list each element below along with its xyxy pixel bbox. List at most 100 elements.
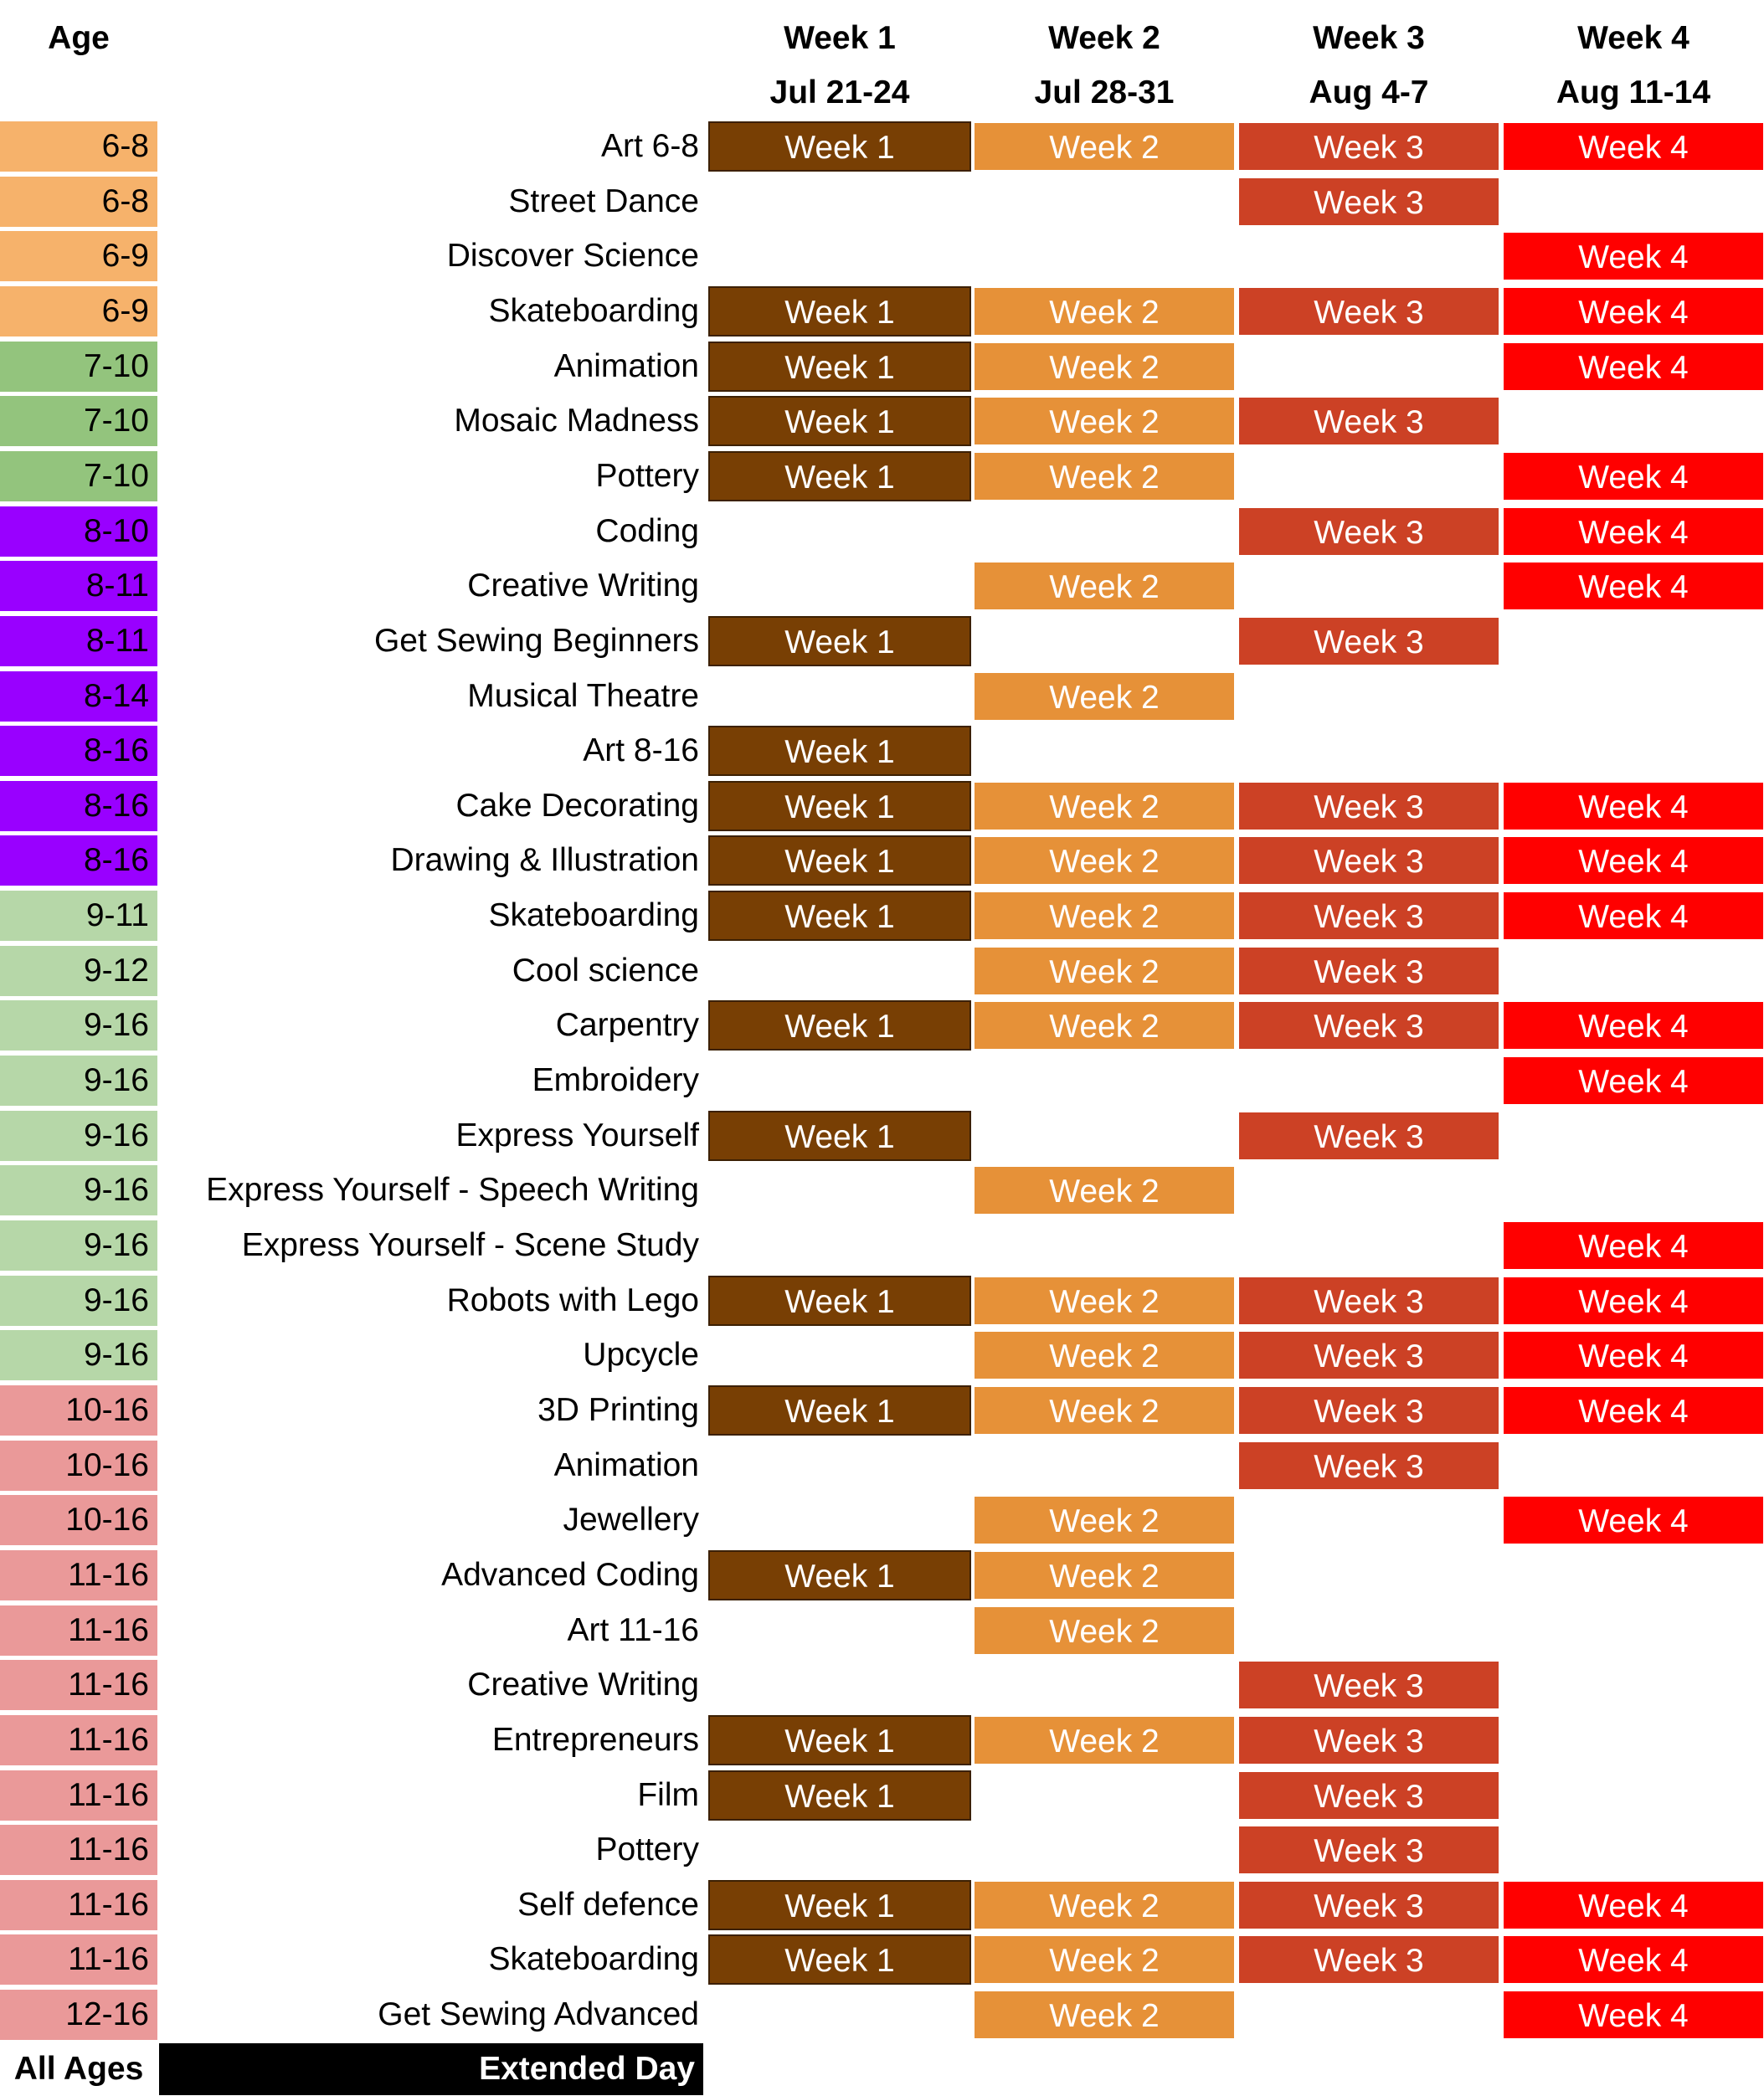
course-name: 3D Printing xyxy=(537,1392,699,1428)
week-4-cell: Week 4 xyxy=(1502,121,1764,172)
age-cell: 9-16 xyxy=(0,1000,157,1051)
week-1-cell: Week 1 xyxy=(708,121,971,172)
age-cell: 11-16 xyxy=(0,1715,157,1765)
week-2-cell: Week 2 xyxy=(973,1605,1236,1656)
week-4-cell: Week 4 xyxy=(1502,1220,1764,1271)
week-2-cell: Week 2 xyxy=(973,1276,1236,1326)
week-3-cell: Week 3 xyxy=(1237,781,1500,831)
week-4-cell: Week 4 xyxy=(1502,781,1764,831)
week-1-header: Week 1 xyxy=(784,20,896,56)
week-2-cell: Week 2 xyxy=(973,1715,1236,1765)
age-cell: 7-10 xyxy=(0,451,157,501)
week-3-cell: Week 3 xyxy=(1237,1660,1500,1710)
week-1-cell: Week 1 xyxy=(708,1276,971,1326)
course-name: Express Yourself - Speech Writing xyxy=(206,1172,699,1208)
course-name: Advanced Coding xyxy=(441,1557,699,1593)
week-2-cell: Week 2 xyxy=(973,1385,1236,1436)
week-1-cell: Week 1 xyxy=(708,286,971,336)
week-3-cell: Week 3 xyxy=(1237,1770,1500,1821)
week-4-cell: Week 4 xyxy=(1502,835,1764,886)
week-4-cell: Week 4 xyxy=(1502,561,1764,611)
week-2-cell: Week 2 xyxy=(973,1880,1236,1930)
course-name: Skateboarding xyxy=(488,1941,699,1977)
age-cell: 9-16 xyxy=(0,1111,157,1161)
course-name: Skateboarding xyxy=(488,897,699,933)
week-3-cell: Week 3 xyxy=(1237,1330,1500,1380)
week-1-cell: Week 1 xyxy=(708,1550,971,1600)
week-2-cell: Week 2 xyxy=(973,1330,1236,1380)
week-2-header: Week 2 xyxy=(1048,20,1160,56)
week-4-cell: Week 4 xyxy=(1502,891,1764,941)
course-name: Embroidery xyxy=(532,1062,699,1098)
week-3-cell: Week 3 xyxy=(1237,1111,1500,1161)
week-1-cell: Week 1 xyxy=(708,396,971,446)
course-name: Animation xyxy=(553,348,699,384)
course-name: Street Dance xyxy=(508,183,699,219)
course-name: Creative Writing xyxy=(467,568,699,604)
age-column-header: Age xyxy=(48,20,110,56)
course-name: Coding xyxy=(595,513,699,549)
week-1-cell: Week 1 xyxy=(708,451,971,501)
course-name: Creative Writing xyxy=(467,1667,699,1703)
course-name: Get Sewing Beginners xyxy=(373,623,699,659)
course-name: Jewellery xyxy=(563,1502,699,1538)
course-name: Art 6-8 xyxy=(600,128,699,164)
course-name: Pottery xyxy=(595,458,699,494)
age-cell: 11-16 xyxy=(0,1770,157,1821)
course-name: Pottery xyxy=(595,1831,699,1867)
course-name: Film xyxy=(637,1777,699,1813)
week-3-cell: Week 3 xyxy=(1237,286,1500,336)
footer-age-cell: All Ages xyxy=(13,2051,144,2087)
course-name: Animation xyxy=(553,1447,699,1483)
week-2-cell: Week 2 xyxy=(973,1495,1236,1545)
course-name: Art 11-16 xyxy=(567,1612,699,1648)
age-cell: 8-16 xyxy=(0,835,157,886)
week-4-dates: Aug 11-14 xyxy=(1556,74,1711,110)
age-cell: 11-16 xyxy=(0,1605,157,1656)
age-cell: 6-8 xyxy=(0,121,157,172)
week-1-cell: Week 1 xyxy=(708,1715,971,1765)
age-cell: 9-16 xyxy=(0,1056,157,1106)
week-1-dates: Jul 21-24 xyxy=(769,74,910,110)
course-name: Skateboarding xyxy=(488,293,699,329)
age-cell: 11-16 xyxy=(0,1660,157,1710)
week-1-cell: Week 1 xyxy=(708,616,971,666)
age-cell: 9-16 xyxy=(0,1165,157,1215)
week-2-cell: Week 2 xyxy=(973,891,1236,941)
week-3-cell: Week 3 xyxy=(1237,1276,1500,1326)
course-name: Entrepreneurs xyxy=(491,1722,699,1758)
age-cell: 7-10 xyxy=(0,342,157,392)
week-3-cell: Week 3 xyxy=(1237,891,1500,941)
age-cell: 6-9 xyxy=(0,286,157,336)
extended-day-cell: Extended Day xyxy=(159,2043,703,2095)
course-name: Robots with Lego xyxy=(446,1282,699,1318)
age-cell: 12-16 xyxy=(0,1990,157,2040)
week-3-cell: Week 3 xyxy=(1237,1441,1500,1491)
age-cell: 6-9 xyxy=(0,231,157,281)
course-name: Mosaic Madness xyxy=(454,403,699,439)
week-2-cell: Week 2 xyxy=(973,1990,1236,2040)
week-4-cell: Week 4 xyxy=(1502,1056,1764,1106)
week-1-cell: Week 1 xyxy=(708,781,971,831)
week-4-cell: Week 4 xyxy=(1502,342,1764,392)
week-1-cell: Week 1 xyxy=(708,1880,971,1930)
age-cell: 8-10 xyxy=(0,506,157,557)
week-2-cell: Week 2 xyxy=(973,286,1236,336)
age-cell: 6-8 xyxy=(0,177,157,227)
course-name: Drawing & Illustration xyxy=(390,842,699,878)
age-cell: 9-16 xyxy=(0,1220,157,1271)
age-cell: 9-12 xyxy=(0,946,157,996)
week-2-cell: Week 2 xyxy=(973,835,1236,886)
age-cell: 8-16 xyxy=(0,781,157,831)
course-name: Cake Decorating xyxy=(455,788,699,824)
week-3-cell: Week 3 xyxy=(1237,1825,1500,1875)
age-cell: 8-14 xyxy=(0,671,157,722)
age-cell: 8-11 xyxy=(0,616,157,666)
week-3-cell: Week 3 xyxy=(1237,946,1500,996)
week-4-cell: Week 4 xyxy=(1502,1385,1764,1436)
week-3-cell: Week 3 xyxy=(1237,506,1500,557)
course-name: Cool science xyxy=(512,953,699,989)
course-name: Express Yourself - Scene Study xyxy=(241,1227,699,1263)
week-2-cell: Week 2 xyxy=(973,396,1236,446)
